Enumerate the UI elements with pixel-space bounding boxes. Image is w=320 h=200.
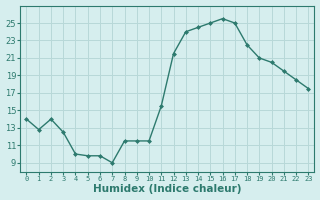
X-axis label: Humidex (Indice chaleur): Humidex (Indice chaleur) (93, 184, 242, 194)
